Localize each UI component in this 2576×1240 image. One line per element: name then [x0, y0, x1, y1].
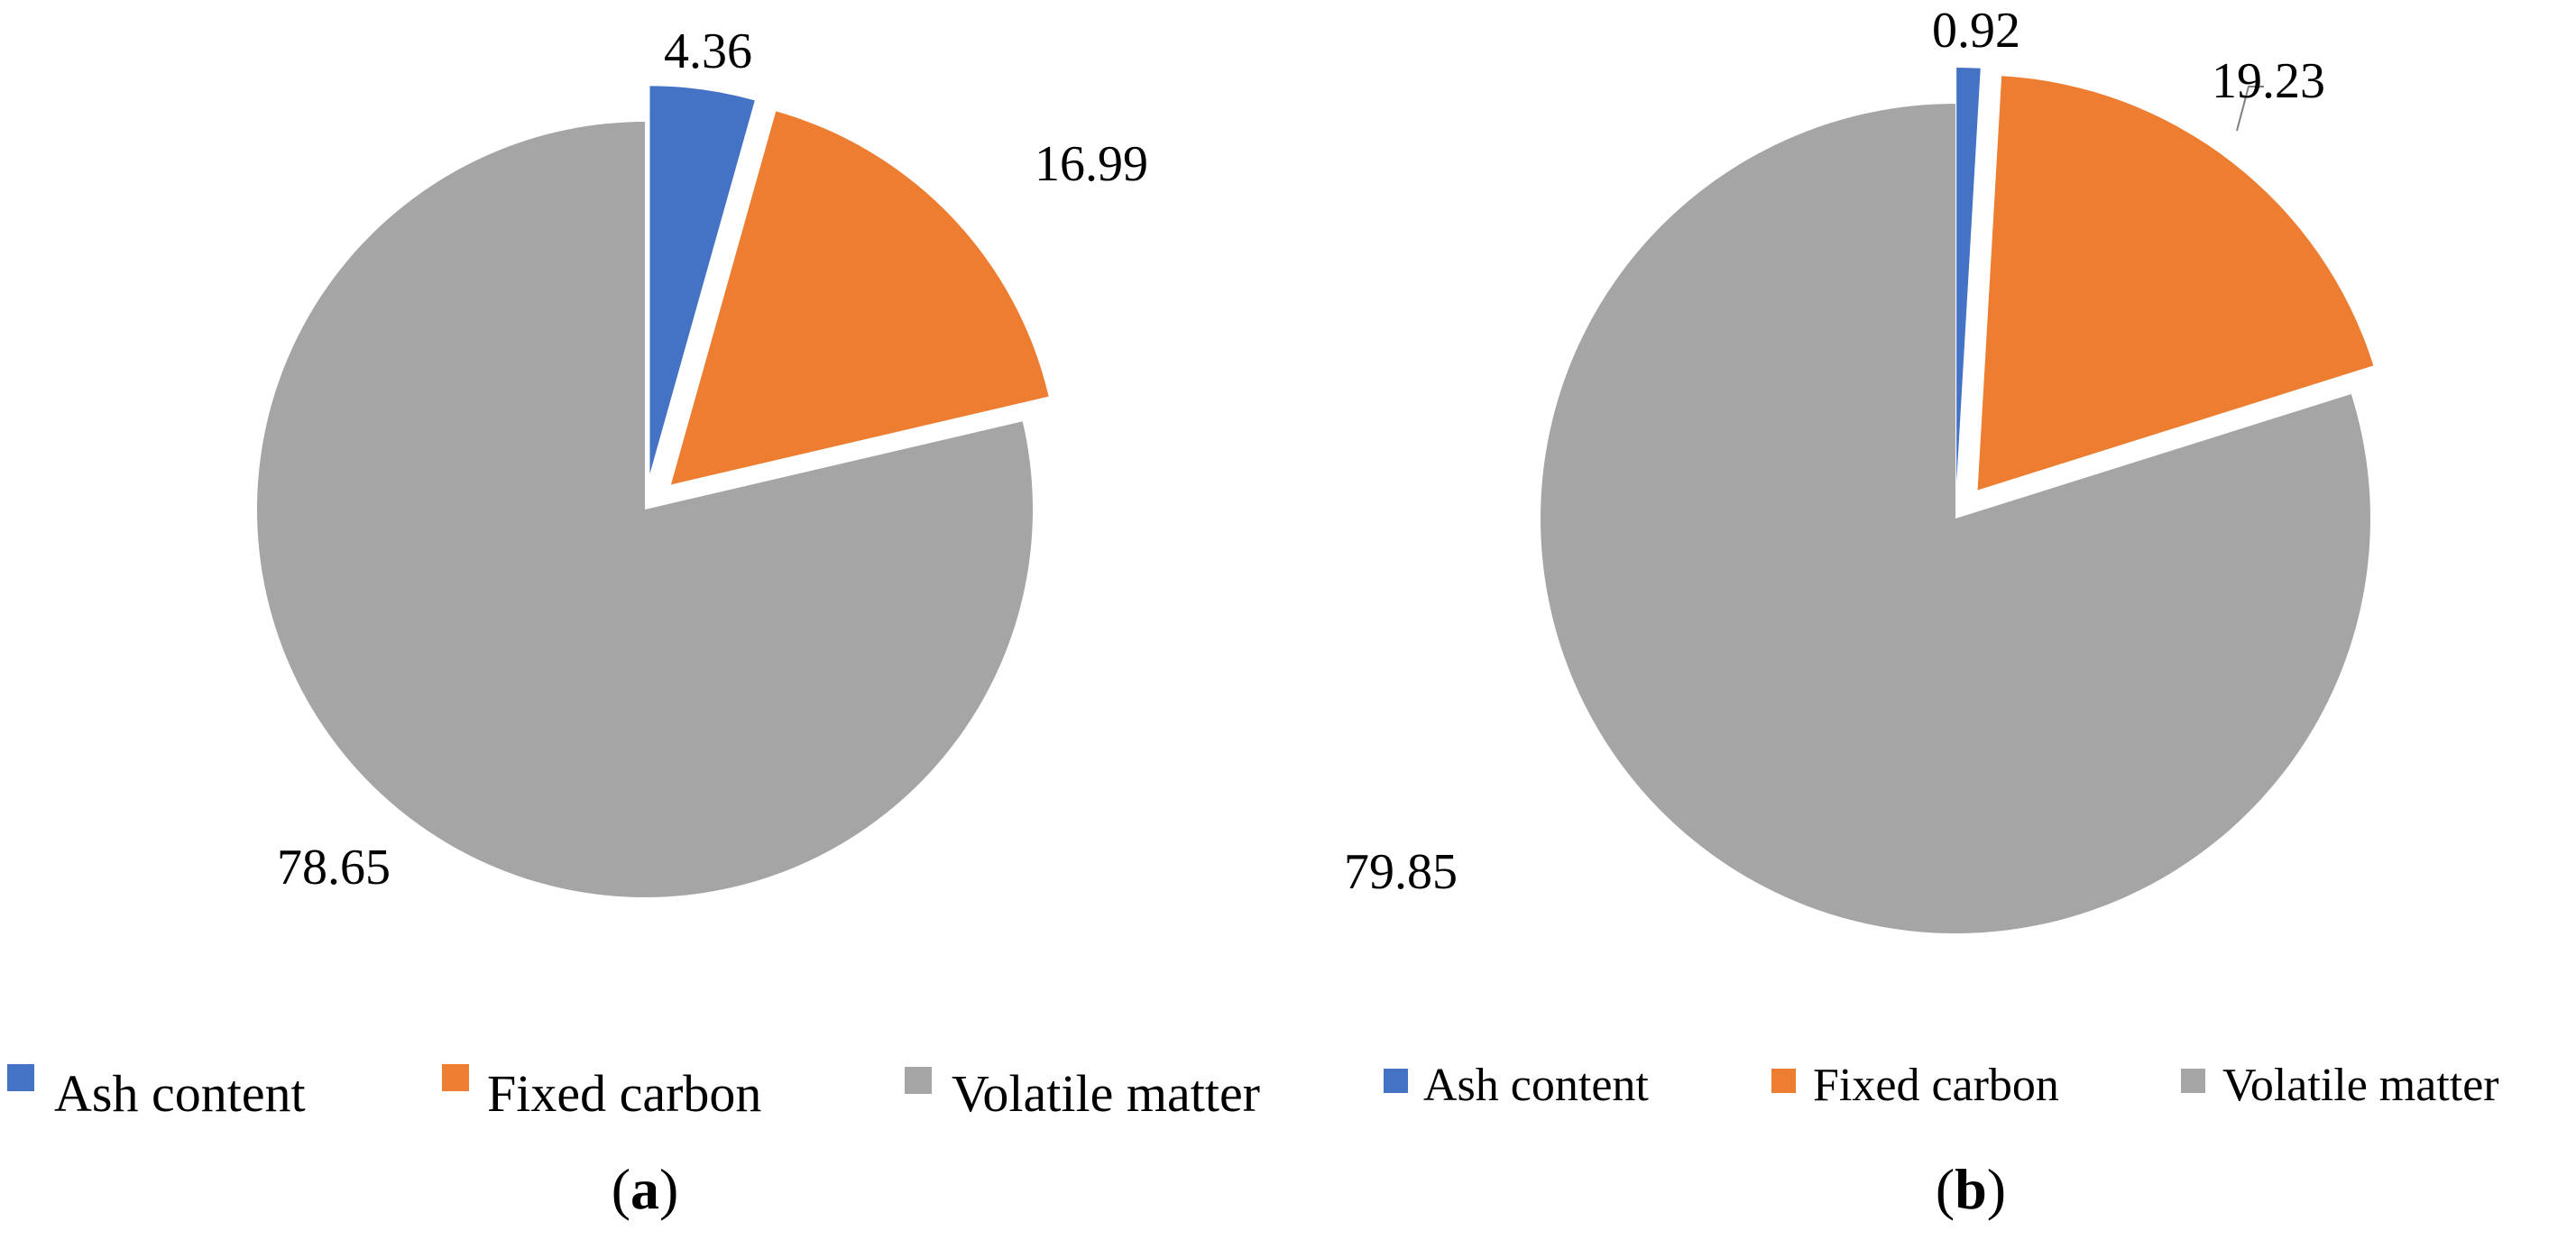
pie-slice-fixed-carbon [1977, 76, 2374, 491]
pie-slice-fixed-carbon [670, 111, 1049, 485]
pie-slices [1541, 68, 2374, 933]
legend-swatch-ash-content [1384, 1069, 1408, 1093]
legend: Ash content Fixed carbon Volatile matter [7, 1064, 1260, 1123]
legend: Ash content Fixed carbon Volatile matter [1384, 1060, 2499, 1111]
legend-label-volatile-matter: Volatile matter [2222, 1060, 2499, 1111]
data-label-ash-content: 4.36 [664, 23, 752, 79]
legend-swatch-fixed-carbon [1771, 1069, 1796, 1093]
pie-slice-volatile-matter [1541, 104, 2370, 933]
pie-slice-ash-content [649, 86, 755, 474]
leader-line-fixed-carbon [2236, 86, 2264, 132]
panel-label: (b) [1936, 1157, 2006, 1221]
legend-swatch-volatile-matter [2181, 1069, 2205, 1093]
data-label-volatile-matter: 78.65 [277, 840, 391, 896]
pie-chart-b: 0.92 19.23 79.85 Ash content Fixed carbon Vol… [1344, 3, 2499, 1221]
pie-slice-ash-content [1956, 68, 1981, 483]
data-label-volatile-matter: 79.85 [1344, 844, 1458, 900]
panel-label: (a) [612, 1157, 679, 1221]
legend-label-ash-content: Ash content [54, 1064, 306, 1123]
legend-swatch-ash-content [7, 1064, 34, 1091]
data-label-fixed-carbon: 16.99 [1035, 136, 1148, 192]
legend-label-volatile-matter: Volatile matter [952, 1064, 1260, 1123]
legend-label-fixed-carbon: Fixed carbon [1813, 1060, 2059, 1111]
legend-swatch-fixed-carbon [442, 1064, 469, 1091]
pie-slice-volatile-matter [257, 122, 1034, 897]
pie-slices [257, 86, 1049, 897]
legend-swatch-volatile-matter [905, 1067, 932, 1094]
data-label-fixed-carbon: 19.23 [2212, 53, 2325, 109]
legend-label-fixed-carbon: Fixed carbon [487, 1064, 761, 1123]
legend-label-ash-content: Ash content [1423, 1060, 1649, 1111]
data-label-ash-content: 0.92 [1932, 3, 2020, 59]
pie-chart-a: 4.36 16.99 78.65 Ash content Fixed carbon Vol… [7, 23, 1260, 1221]
